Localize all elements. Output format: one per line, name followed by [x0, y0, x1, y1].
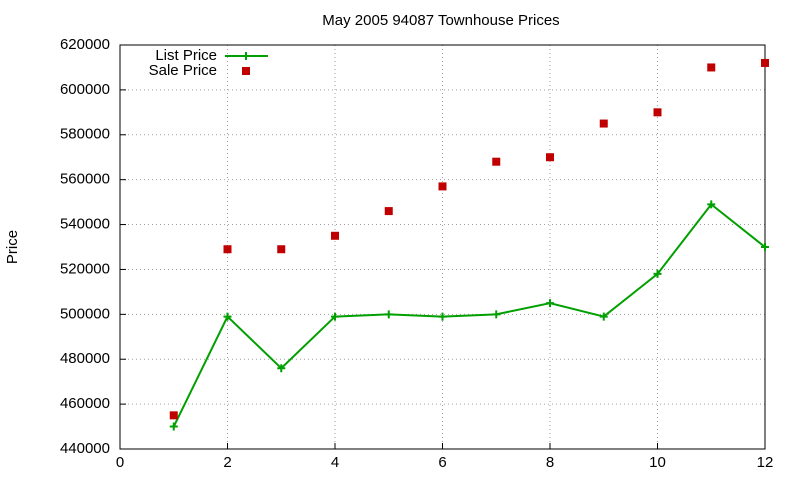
data-point — [169, 411, 178, 420]
chart-title: May 2005 94087 Townhouse Prices — [322, 12, 559, 29]
legend-marker — [242, 52, 250, 60]
data-point — [707, 200, 716, 209]
data-point — [438, 312, 447, 321]
y-tick-label: 500000 — [60, 305, 110, 322]
data-point — [384, 207, 393, 216]
data-point — [761, 243, 769, 251]
x-tick-label: 10 — [649, 454, 666, 471]
data-point — [277, 245, 286, 254]
y-tick-label: 460000 — [60, 395, 110, 412]
data-point — [169, 422, 178, 431]
data-point — [277, 364, 286, 373]
y-tick-label: 540000 — [60, 216, 110, 233]
legend-marker — [242, 67, 250, 75]
legend-label: List Price — [155, 47, 217, 64]
data-point — [331, 312, 339, 321]
data-point — [653, 269, 662, 278]
data-point — [384, 310, 393, 319]
x-tick-label: 0 — [116, 454, 124, 471]
data-point — [653, 108, 662, 117]
y-tick-label: 600000 — [60, 81, 110, 98]
data-point — [546, 299, 554, 308]
data-point — [761, 58, 769, 67]
x-tick-label: 2 — [223, 454, 231, 471]
data-point — [438, 182, 447, 191]
y-tick-label: 440000 — [60, 440, 110, 457]
legend-label: Sale Price — [149, 62, 217, 79]
data-point — [546, 153, 554, 162]
data-point — [223, 245, 232, 254]
data-point — [492, 310, 501, 319]
x-tick-label: 4 — [331, 454, 339, 471]
x-tick-label: 8 — [546, 454, 554, 471]
y-axis-label: Price — [4, 230, 21, 264]
data-point — [707, 63, 716, 72]
data-point — [599, 119, 608, 128]
y-tick-label: 620000 — [60, 36, 110, 53]
y-tick-label: 480000 — [60, 350, 110, 367]
y-tick-label: 560000 — [60, 171, 110, 188]
y-tick-label: 520000 — [60, 260, 110, 277]
series-line — [172, 202, 766, 427]
data-point — [331, 231, 339, 240]
y-tick-label: 580000 — [60, 126, 110, 143]
data-point — [223, 312, 232, 321]
data-point — [492, 157, 501, 166]
x-tick-label: 6 — [438, 454, 446, 471]
data-point — [599, 312, 608, 321]
x-tick-label: 12 — [757, 454, 774, 471]
